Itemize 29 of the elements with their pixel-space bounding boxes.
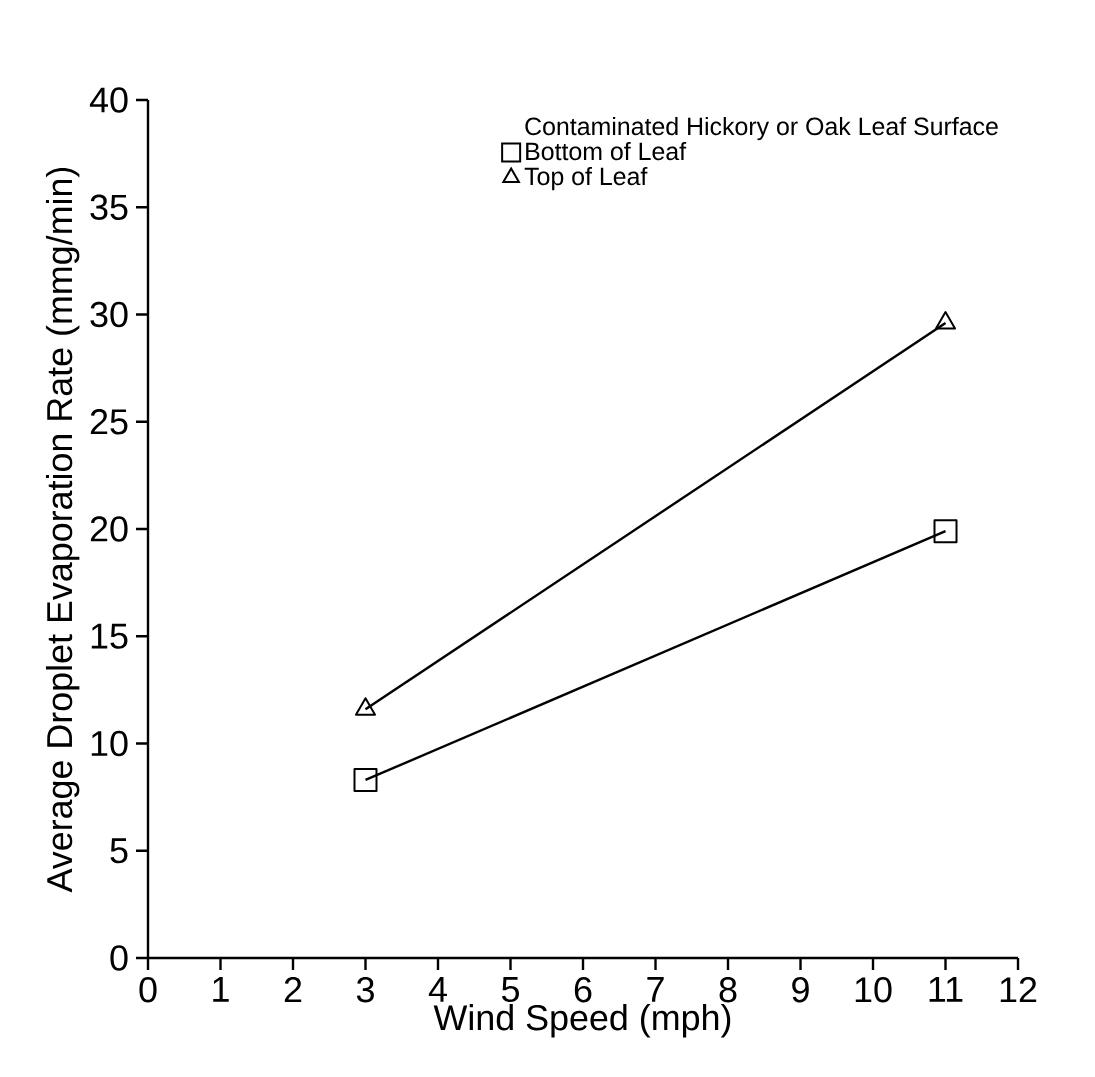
x-tick-label: 8 bbox=[719, 977, 737, 1003]
x-tick-label: 0 bbox=[139, 977, 157, 1003]
legend-title: Contaminated Hickory or Oak Leaf Surface bbox=[525, 116, 998, 141]
x-tick-label: 4 bbox=[428, 977, 447, 1002]
y-tick-label: 0 bbox=[110, 945, 128, 971]
x-tick-label: 12 bbox=[1000, 977, 1037, 1003]
y-tick-label: 20 bbox=[90, 516, 128, 542]
x-tick-label: 2 bbox=[284, 977, 302, 1003]
y-tick-label: 40 bbox=[89, 87, 128, 113]
x-tick-label: 3 bbox=[356, 977, 374, 1003]
x-tick-label: 7 bbox=[647, 977, 664, 1002]
legend-label: Top of Leaf bbox=[524, 166, 648, 191]
y-axis-title: Average Droplet Evaporation Rate (mmg/min) bbox=[45, 167, 80, 893]
x-tick-label: 9 bbox=[792, 977, 809, 1003]
y-tick-label: 35 bbox=[90, 194, 128, 220]
x-tick-label: 10 bbox=[855, 977, 892, 1003]
point bbox=[353, 767, 378, 792]
x-tick-label: 11 bbox=[929, 977, 963, 1002]
x-axis-title: Wind Speed (mph) bbox=[433, 1004, 731, 1038]
point bbox=[933, 519, 958, 544]
y-tick-label: 25 bbox=[90, 409, 128, 435]
y-tick-label: 30 bbox=[90, 301, 128, 328]
y-tick-label: 5 bbox=[110, 838, 128, 864]
y-tick-label: 15 bbox=[91, 623, 128, 649]
y-tick-label: 10 bbox=[91, 730, 128, 757]
legend-label: Bottom of Leaf bbox=[526, 141, 687, 161]
x-tick-label: 1 bbox=[213, 977, 229, 1002]
x-tick-label: 5 bbox=[501, 977, 519, 1003]
x-tick-label: 6 bbox=[574, 977, 592, 1003]
